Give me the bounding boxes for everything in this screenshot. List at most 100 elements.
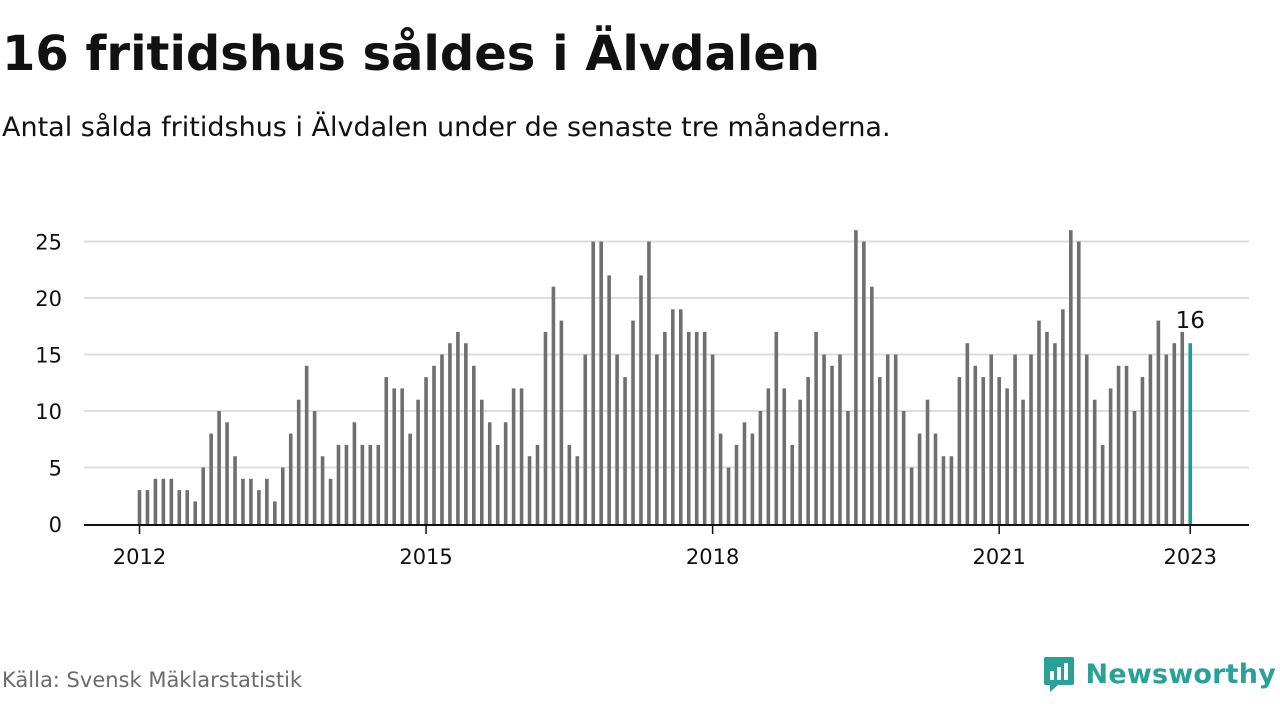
bar	[1005, 388, 1009, 524]
bar	[1069, 230, 1073, 524]
bar	[973, 365, 978, 524]
bar	[217, 411, 221, 524]
bar	[519, 388, 524, 524]
bar	[893, 354, 898, 524]
bar	[535, 444, 540, 524]
bars	[137, 230, 1193, 524]
y-tick-label: 15	[35, 344, 62, 368]
bar	[607, 275, 611, 524]
bar	[1140, 377, 1145, 524]
bar	[822, 354, 826, 524]
source-note: Källa: Svensk Mäklarstatistik	[2, 668, 303, 692]
bar	[877, 377, 882, 524]
bar	[273, 501, 277, 524]
bar	[655, 354, 659, 524]
bar	[440, 354, 444, 524]
bar	[249, 478, 253, 524]
bar	[464, 343, 468, 524]
bar	[957, 377, 962, 524]
bar	[137, 490, 142, 524]
bar	[1156, 320, 1161, 524]
bar	[1116, 365, 1121, 524]
bar-chart: 0 5 10 15 20 25 2012 2015 2018 2021 2023 16	[35, 230, 1249, 570]
bar	[790, 444, 795, 524]
bar	[997, 377, 1001, 524]
bar	[1061, 309, 1065, 524]
bar	[591, 241, 596, 524]
bar	[933, 433, 938, 524]
bar	[304, 365, 309, 524]
bar	[830, 365, 834, 524]
bar	[1164, 354, 1169, 524]
bar	[288, 433, 293, 524]
labels: 0 5 10 15 20 25 2012 2015 2018 2021 2023 16	[35, 231, 1217, 570]
bar	[766, 388, 771, 524]
bar	[1100, 444, 1105, 524]
chart-title: 16 fritidshus såldes i Älvdalen	[2, 26, 821, 82]
bar	[671, 309, 675, 524]
x-tick-label: 2021	[972, 545, 1025, 569]
bar	[360, 444, 365, 524]
brand[interactable]: Newsworthy	[1042, 654, 1276, 694]
bar	[846, 411, 850, 524]
bar	[352, 422, 357, 524]
bar	[328, 478, 333, 524]
y-tick-label: 20	[35, 287, 62, 311]
bar	[1084, 354, 1089, 524]
bar	[177, 490, 182, 524]
bar	[1108, 388, 1113, 524]
bar	[193, 501, 198, 524]
bar	[384, 377, 389, 524]
bar	[774, 331, 779, 524]
bar	[209, 433, 213, 524]
bar	[225, 422, 229, 524]
bar	[750, 433, 755, 524]
bar	[663, 331, 667, 524]
bar	[814, 331, 818, 524]
bar	[782, 388, 787, 524]
bar	[989, 354, 994, 524]
bar	[965, 343, 970, 524]
bar	[639, 275, 643, 524]
bar	[806, 377, 810, 524]
bar	[885, 354, 890, 524]
bar	[567, 444, 572, 524]
bar	[169, 478, 174, 524]
bar	[161, 478, 166, 524]
bar	[400, 388, 404, 524]
newsworthy-logo-icon	[1043, 657, 1074, 692]
bar	[949, 456, 954, 524]
bar	[336, 444, 341, 524]
bar	[575, 456, 580, 524]
y-tick-label: 5	[49, 457, 62, 481]
bar	[1021, 399, 1025, 524]
bar	[265, 478, 269, 524]
bar	[185, 490, 190, 524]
bar	[623, 377, 627, 524]
bar	[559, 320, 564, 524]
bar	[1172, 343, 1177, 524]
bar	[1148, 354, 1153, 524]
bar	[647, 241, 651, 524]
bar	[503, 422, 508, 524]
bar	[145, 490, 150, 524]
bar	[487, 422, 492, 524]
bar	[981, 377, 986, 524]
chart-subtitle: Antal sålda fritidshus i Älvdalen under …	[2, 112, 891, 143]
x-tick-label: 2015	[399, 545, 452, 569]
x-tick-label: 2018	[686, 545, 739, 569]
bar	[1124, 365, 1129, 524]
bar	[233, 456, 237, 524]
bar	[854, 230, 858, 524]
bar	[1053, 343, 1057, 524]
data-label-latest: 16	[1176, 308, 1205, 334]
bar	[543, 331, 548, 524]
bar	[495, 444, 500, 524]
bar	[838, 354, 842, 524]
bar	[448, 343, 452, 524]
bar	[1076, 241, 1081, 524]
bar	[917, 433, 922, 524]
bar	[153, 478, 158, 524]
bar	[201, 467, 205, 524]
bar	[1045, 331, 1049, 524]
